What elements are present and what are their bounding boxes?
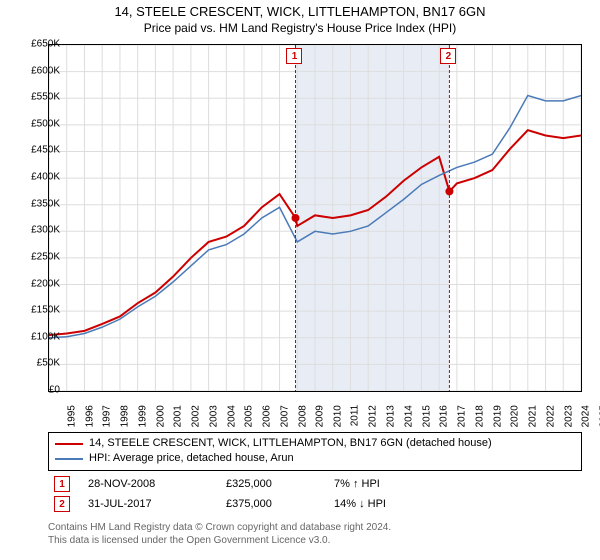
y-tick-label: £200K bbox=[16, 278, 60, 289]
plot-svg bbox=[49, 45, 581, 391]
chart-subtitle: Price paid vs. HM Land Registry's House … bbox=[0, 21, 600, 39]
x-tick-label: 2016 bbox=[439, 405, 450, 427]
x-tick-label: 2010 bbox=[332, 405, 343, 427]
y-tick-label: £350K bbox=[16, 198, 60, 209]
x-tick-label: 1997 bbox=[102, 405, 113, 427]
x-tick-label: 2015 bbox=[421, 405, 432, 427]
sale-marker-badge: 2 bbox=[54, 496, 70, 512]
chart-title: 14, STEELE CRESCENT, WICK, LITTLEHAMPTON… bbox=[0, 0, 600, 21]
x-tick-label: 2020 bbox=[510, 405, 521, 427]
legend-label: 14, STEELE CRESCENT, WICK, LITTLEHAMPTON… bbox=[89, 436, 492, 451]
plot-sale-badge: 1 bbox=[286, 48, 302, 64]
x-tick-label: 2007 bbox=[279, 405, 290, 427]
sale-row: 2 31-JUL-2017 £375,000 14% ↓ HPI bbox=[48, 494, 582, 514]
x-tick-label: 1998 bbox=[119, 405, 130, 427]
y-tick-label: £100K bbox=[16, 331, 60, 342]
y-tick-label: £150K bbox=[16, 305, 60, 316]
sale-row: 1 28-NOV-2008 £325,000 7% ↑ HPI bbox=[48, 474, 582, 494]
x-tick-label: 2005 bbox=[244, 405, 255, 427]
x-tick-label: 2008 bbox=[297, 405, 308, 427]
legend-label: HPI: Average price, detached house, Arun bbox=[89, 451, 294, 466]
x-tick-label: 2011 bbox=[349, 405, 360, 427]
legend-item: HPI: Average price, detached house, Arun bbox=[55, 451, 575, 466]
footnote-line: Contains HM Land Registry data © Crown c… bbox=[48, 522, 391, 535]
plot-area bbox=[48, 44, 582, 392]
chart-container: 14, STEELE CRESCENT, WICK, LITTLEHAMPTON… bbox=[0, 0, 600, 560]
x-tick-label: 2003 bbox=[208, 405, 219, 427]
sale-pct: 7% ↑ HPI bbox=[334, 478, 414, 490]
y-tick-label: £450K bbox=[16, 145, 60, 156]
sales-table: 1 28-NOV-2008 £325,000 7% ↑ HPI 2 31-JUL… bbox=[48, 474, 582, 514]
x-tick-label: 2024 bbox=[581, 405, 592, 427]
x-tick-label: 2021 bbox=[527, 405, 538, 427]
x-tick-label: 2002 bbox=[190, 405, 201, 427]
y-tick-label: £650K bbox=[16, 39, 60, 50]
sale-price: £375,000 bbox=[226, 498, 316, 510]
x-tick-label: 2014 bbox=[403, 405, 414, 427]
y-tick-label: £50K bbox=[16, 358, 60, 369]
sale-date: 31-JUL-2017 bbox=[88, 498, 208, 510]
x-tick-label: 2018 bbox=[474, 405, 485, 427]
y-tick-label: £300K bbox=[16, 225, 60, 236]
sale-price: £325,000 bbox=[226, 478, 316, 490]
y-tick-label: £250K bbox=[16, 251, 60, 262]
x-tick-label: 2022 bbox=[545, 405, 556, 427]
x-tick-label: 2019 bbox=[492, 405, 503, 427]
footnote-line: This data is licensed under the Open Gov… bbox=[48, 535, 391, 548]
legend-item: 14, STEELE CRESCENT, WICK, LITTLEHAMPTON… bbox=[55, 436, 575, 451]
sale-pct: 14% ↓ HPI bbox=[334, 498, 414, 510]
y-tick-label: £600K bbox=[16, 65, 60, 76]
x-tick-label: 1996 bbox=[84, 405, 95, 427]
legend-swatch bbox=[55, 443, 83, 445]
x-tick-label: 2013 bbox=[385, 405, 396, 427]
x-tick-label: 2004 bbox=[226, 405, 237, 427]
x-tick-label: 2012 bbox=[368, 405, 379, 427]
x-tick-label: 2017 bbox=[456, 405, 467, 427]
x-tick-label: 2001 bbox=[173, 405, 184, 427]
x-tick-label: 1995 bbox=[66, 405, 77, 427]
x-tick-label: 2006 bbox=[261, 405, 272, 427]
legend-swatch bbox=[55, 458, 83, 460]
y-tick-label: £500K bbox=[16, 118, 60, 129]
y-tick-label: £550K bbox=[16, 92, 60, 103]
x-tick-label: 2000 bbox=[155, 405, 166, 427]
y-tick-label: £0 bbox=[16, 385, 60, 396]
y-tick-label: £400K bbox=[16, 172, 60, 183]
footnote: Contains HM Land Registry data © Crown c… bbox=[48, 522, 391, 547]
x-tick-label: 1999 bbox=[137, 405, 148, 427]
legend: 14, STEELE CRESCENT, WICK, LITTLEHAMPTON… bbox=[48, 432, 582, 471]
x-tick-label: 2023 bbox=[563, 405, 574, 427]
sale-marker-badge: 1 bbox=[54, 476, 70, 492]
plot-sale-badge: 2 bbox=[440, 48, 456, 64]
x-tick-label: 2009 bbox=[315, 405, 326, 427]
sale-date: 28-NOV-2008 bbox=[88, 478, 208, 490]
